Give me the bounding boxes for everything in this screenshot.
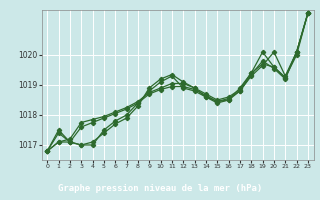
Text: Graphe pression niveau de la mer (hPa): Graphe pression niveau de la mer (hPa) [58, 184, 262, 193]
